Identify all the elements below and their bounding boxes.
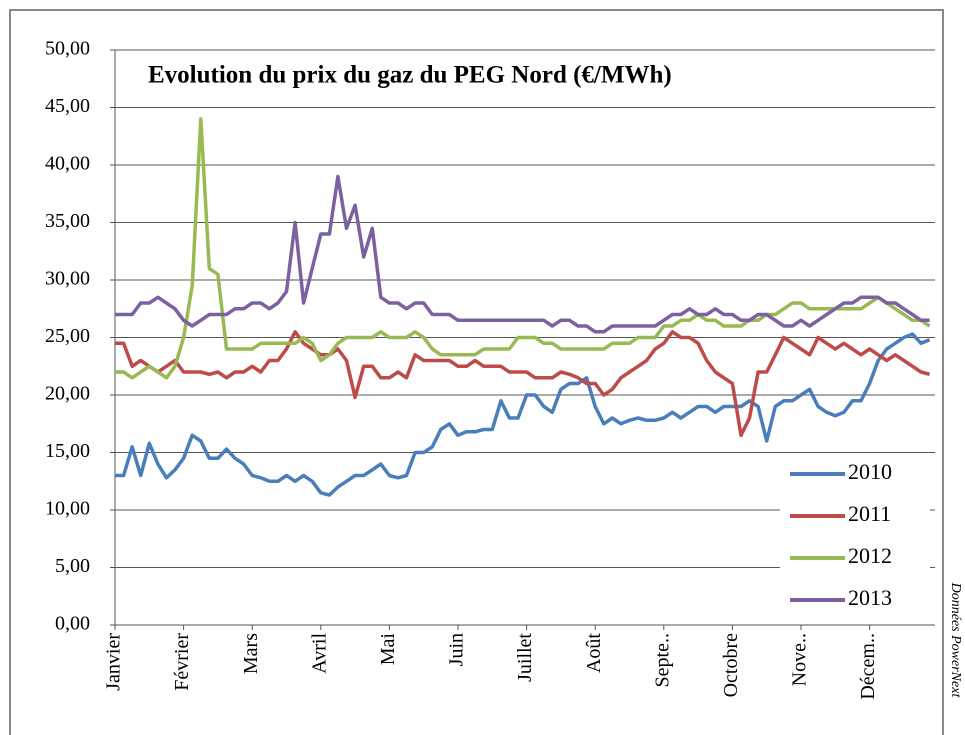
x-tick-label: Octobre bbox=[720, 633, 742, 698]
x-tick-label: Avril bbox=[308, 633, 330, 674]
chart-title: Evolution du prix du gaz du PEG Nord (€/… bbox=[148, 62, 672, 89]
x-tick-label: Février bbox=[171, 633, 193, 691]
y-tick-label: 0,00 bbox=[55, 613, 90, 635]
y-tick-label: 20,00 bbox=[45, 383, 90, 405]
legend-label: 2012 bbox=[848, 543, 892, 568]
legend-box bbox=[780, 455, 930, 620]
y-tick-label: 5,00 bbox=[55, 555, 90, 577]
x-tick-label: Juin bbox=[446, 633, 468, 666]
x-tick-label: Juillet bbox=[514, 633, 536, 682]
y-tick-label: 40,00 bbox=[45, 153, 90, 175]
series-line bbox=[115, 330, 931, 438]
series-line bbox=[115, 174, 930, 334]
series-line bbox=[115, 117, 931, 380]
legend-label: 2011 bbox=[848, 501, 891, 526]
x-tick-label: Mai bbox=[377, 633, 399, 666]
legend-label: 2010 bbox=[848, 459, 892, 484]
x-tick-label: Septe.. bbox=[651, 633, 673, 687]
legend-label: 2013 bbox=[848, 585, 892, 610]
source-note: Données PowerNext bbox=[948, 582, 963, 699]
y-tick-label: 35,00 bbox=[45, 210, 90, 232]
y-tick-label: 10,00 bbox=[45, 498, 90, 520]
x-tick-label: Mars bbox=[240, 633, 262, 674]
chart-frame bbox=[9, 9, 944, 735]
y-tick-label: 30,00 bbox=[45, 268, 90, 290]
x-tick-label: Janvier bbox=[103, 633, 125, 691]
x-tick-label: Août bbox=[583, 633, 605, 673]
y-tick-label: 15,00 bbox=[45, 440, 90, 462]
y-tick-label: 25,00 bbox=[45, 325, 90, 347]
y-tick-label: 45,00 bbox=[45, 95, 90, 117]
y-tick-label: 50,00 bbox=[45, 38, 90, 60]
series-line bbox=[115, 332, 931, 497]
x-tick-label: Décem.. bbox=[857, 633, 879, 700]
x-tick-label: Nove.. bbox=[789, 633, 811, 686]
